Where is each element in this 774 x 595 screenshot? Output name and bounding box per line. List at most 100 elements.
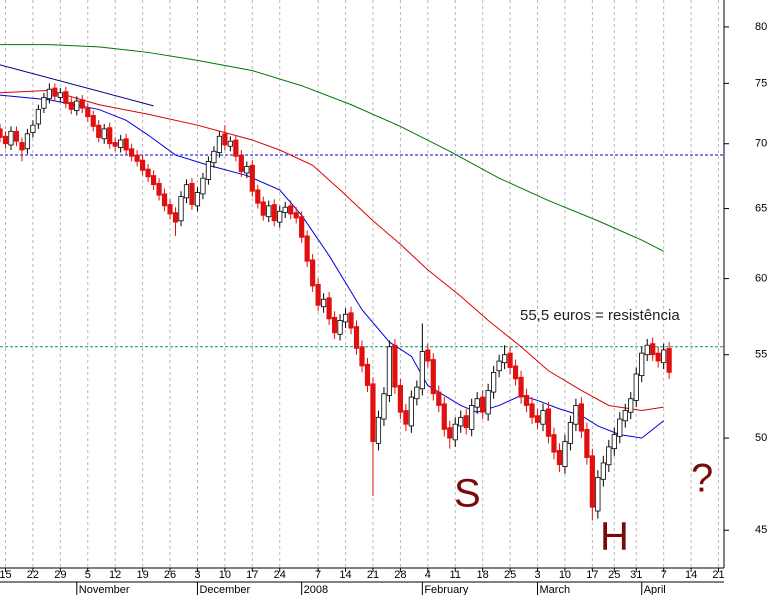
x-tick-label: 3 — [534, 569, 540, 581]
line — [0, 44, 664, 252]
candle-body — [288, 205, 294, 215]
candle-body — [74, 100, 80, 112]
candle-body — [293, 212, 299, 219]
candle-body — [529, 403, 535, 418]
candle-body — [167, 204, 173, 215]
y-tick-label: 55 — [755, 349, 767, 361]
candle-body — [589, 455, 595, 508]
x-tick-label: 14 — [685, 569, 697, 581]
candle-body — [282, 206, 288, 214]
x-tick-label: 28 — [394, 569, 406, 581]
candle-body — [266, 205, 272, 218]
candle-body — [222, 133, 228, 146]
x-tick-label: 31 — [630, 569, 642, 581]
candle-body — [556, 450, 563, 466]
candle-body — [386, 346, 393, 396]
annotation: S — [454, 472, 481, 516]
candle-body — [52, 87, 58, 97]
y-tick-label: 50 — [755, 432, 767, 444]
candle-body — [617, 418, 623, 437]
candle-body — [255, 189, 261, 204]
candle-body — [408, 396, 414, 427]
candle-body — [392, 344, 398, 388]
x-tick-label: 25 — [504, 569, 516, 581]
x-tick-label: 18 — [477, 569, 489, 581]
candle-body — [485, 390, 491, 415]
y-tick-label: 65 — [755, 202, 767, 214]
candle-body — [661, 349, 667, 364]
month-label: April — [644, 584, 666, 595]
candle-body — [507, 352, 513, 368]
x-tick-label: 19 — [136, 569, 148, 581]
candle-body — [161, 193, 168, 207]
candle-body — [397, 385, 403, 413]
candle-body — [145, 168, 151, 178]
candle-body — [622, 410, 628, 422]
candle-body — [644, 344, 650, 356]
candle-body — [606, 446, 612, 466]
candle-body — [90, 115, 96, 127]
candle-body — [85, 107, 91, 118]
candle-body — [321, 298, 327, 308]
candle-body — [249, 164, 255, 192]
candle-body — [183, 184, 190, 199]
candle-body — [666, 347, 672, 373]
x-tick-label: 5 — [85, 569, 91, 581]
candle-body — [381, 393, 387, 420]
y-tick-label: 45 — [755, 524, 767, 536]
candle-body — [118, 139, 124, 148]
y-tick-label: 60 — [755, 272, 767, 284]
candle-body — [299, 216, 305, 238]
candle-body — [24, 133, 31, 150]
x-tick-label: 3 — [194, 569, 200, 581]
candle-body — [518, 376, 524, 398]
x-tick-label: 12 — [109, 569, 121, 581]
candle-body — [331, 316, 338, 334]
candle-body — [480, 396, 486, 413]
candle-body — [68, 101, 74, 110]
candle-body — [639, 352, 645, 377]
candle-body — [562, 441, 568, 467]
candle-body — [13, 130, 20, 142]
candle-body — [107, 127, 113, 145]
candle-body — [19, 142, 25, 151]
x-tick-label: 21 — [712, 569, 724, 581]
candle-body — [134, 154, 140, 162]
candle-body — [578, 403, 584, 432]
candle-body — [348, 312, 354, 329]
candle-body — [491, 371, 497, 393]
x-tick-label: 7 — [315, 569, 321, 581]
x-tick-label: 4 — [425, 569, 431, 581]
candle-body — [474, 398, 480, 408]
x-tick-label: 22 — [27, 569, 39, 581]
x-tick-label: 14 — [339, 569, 351, 581]
candle-body — [551, 434, 557, 453]
candle-body — [2, 135, 9, 145]
line — [0, 89, 664, 412]
month-label: November — [79, 584, 130, 595]
candle-body — [79, 99, 85, 109]
y-tick-label: 75 — [755, 77, 767, 89]
candle-body — [112, 142, 118, 147]
candle-body — [573, 405, 579, 425]
candle-body — [600, 462, 606, 480]
candle-body — [353, 326, 360, 349]
candle-body — [101, 128, 107, 140]
line — [0, 64, 154, 107]
candle-body — [200, 177, 206, 195]
candle-body — [545, 408, 552, 437]
candle-body — [469, 405, 475, 430]
x-tick-label: 15 — [0, 569, 12, 581]
annotation: H — [600, 515, 629, 559]
candle-body — [419, 351, 425, 390]
x-tick-label: 17 — [586, 569, 598, 581]
candle-body — [403, 410, 409, 425]
candle-body — [189, 182, 195, 205]
x-tick-label: 17 — [246, 569, 258, 581]
candle-body — [512, 365, 519, 380]
candle-body — [260, 201, 266, 216]
month-label: February — [424, 584, 469, 595]
annotation: 55,5 euros = resistência — [520, 307, 680, 324]
candle-body — [595, 477, 601, 512]
